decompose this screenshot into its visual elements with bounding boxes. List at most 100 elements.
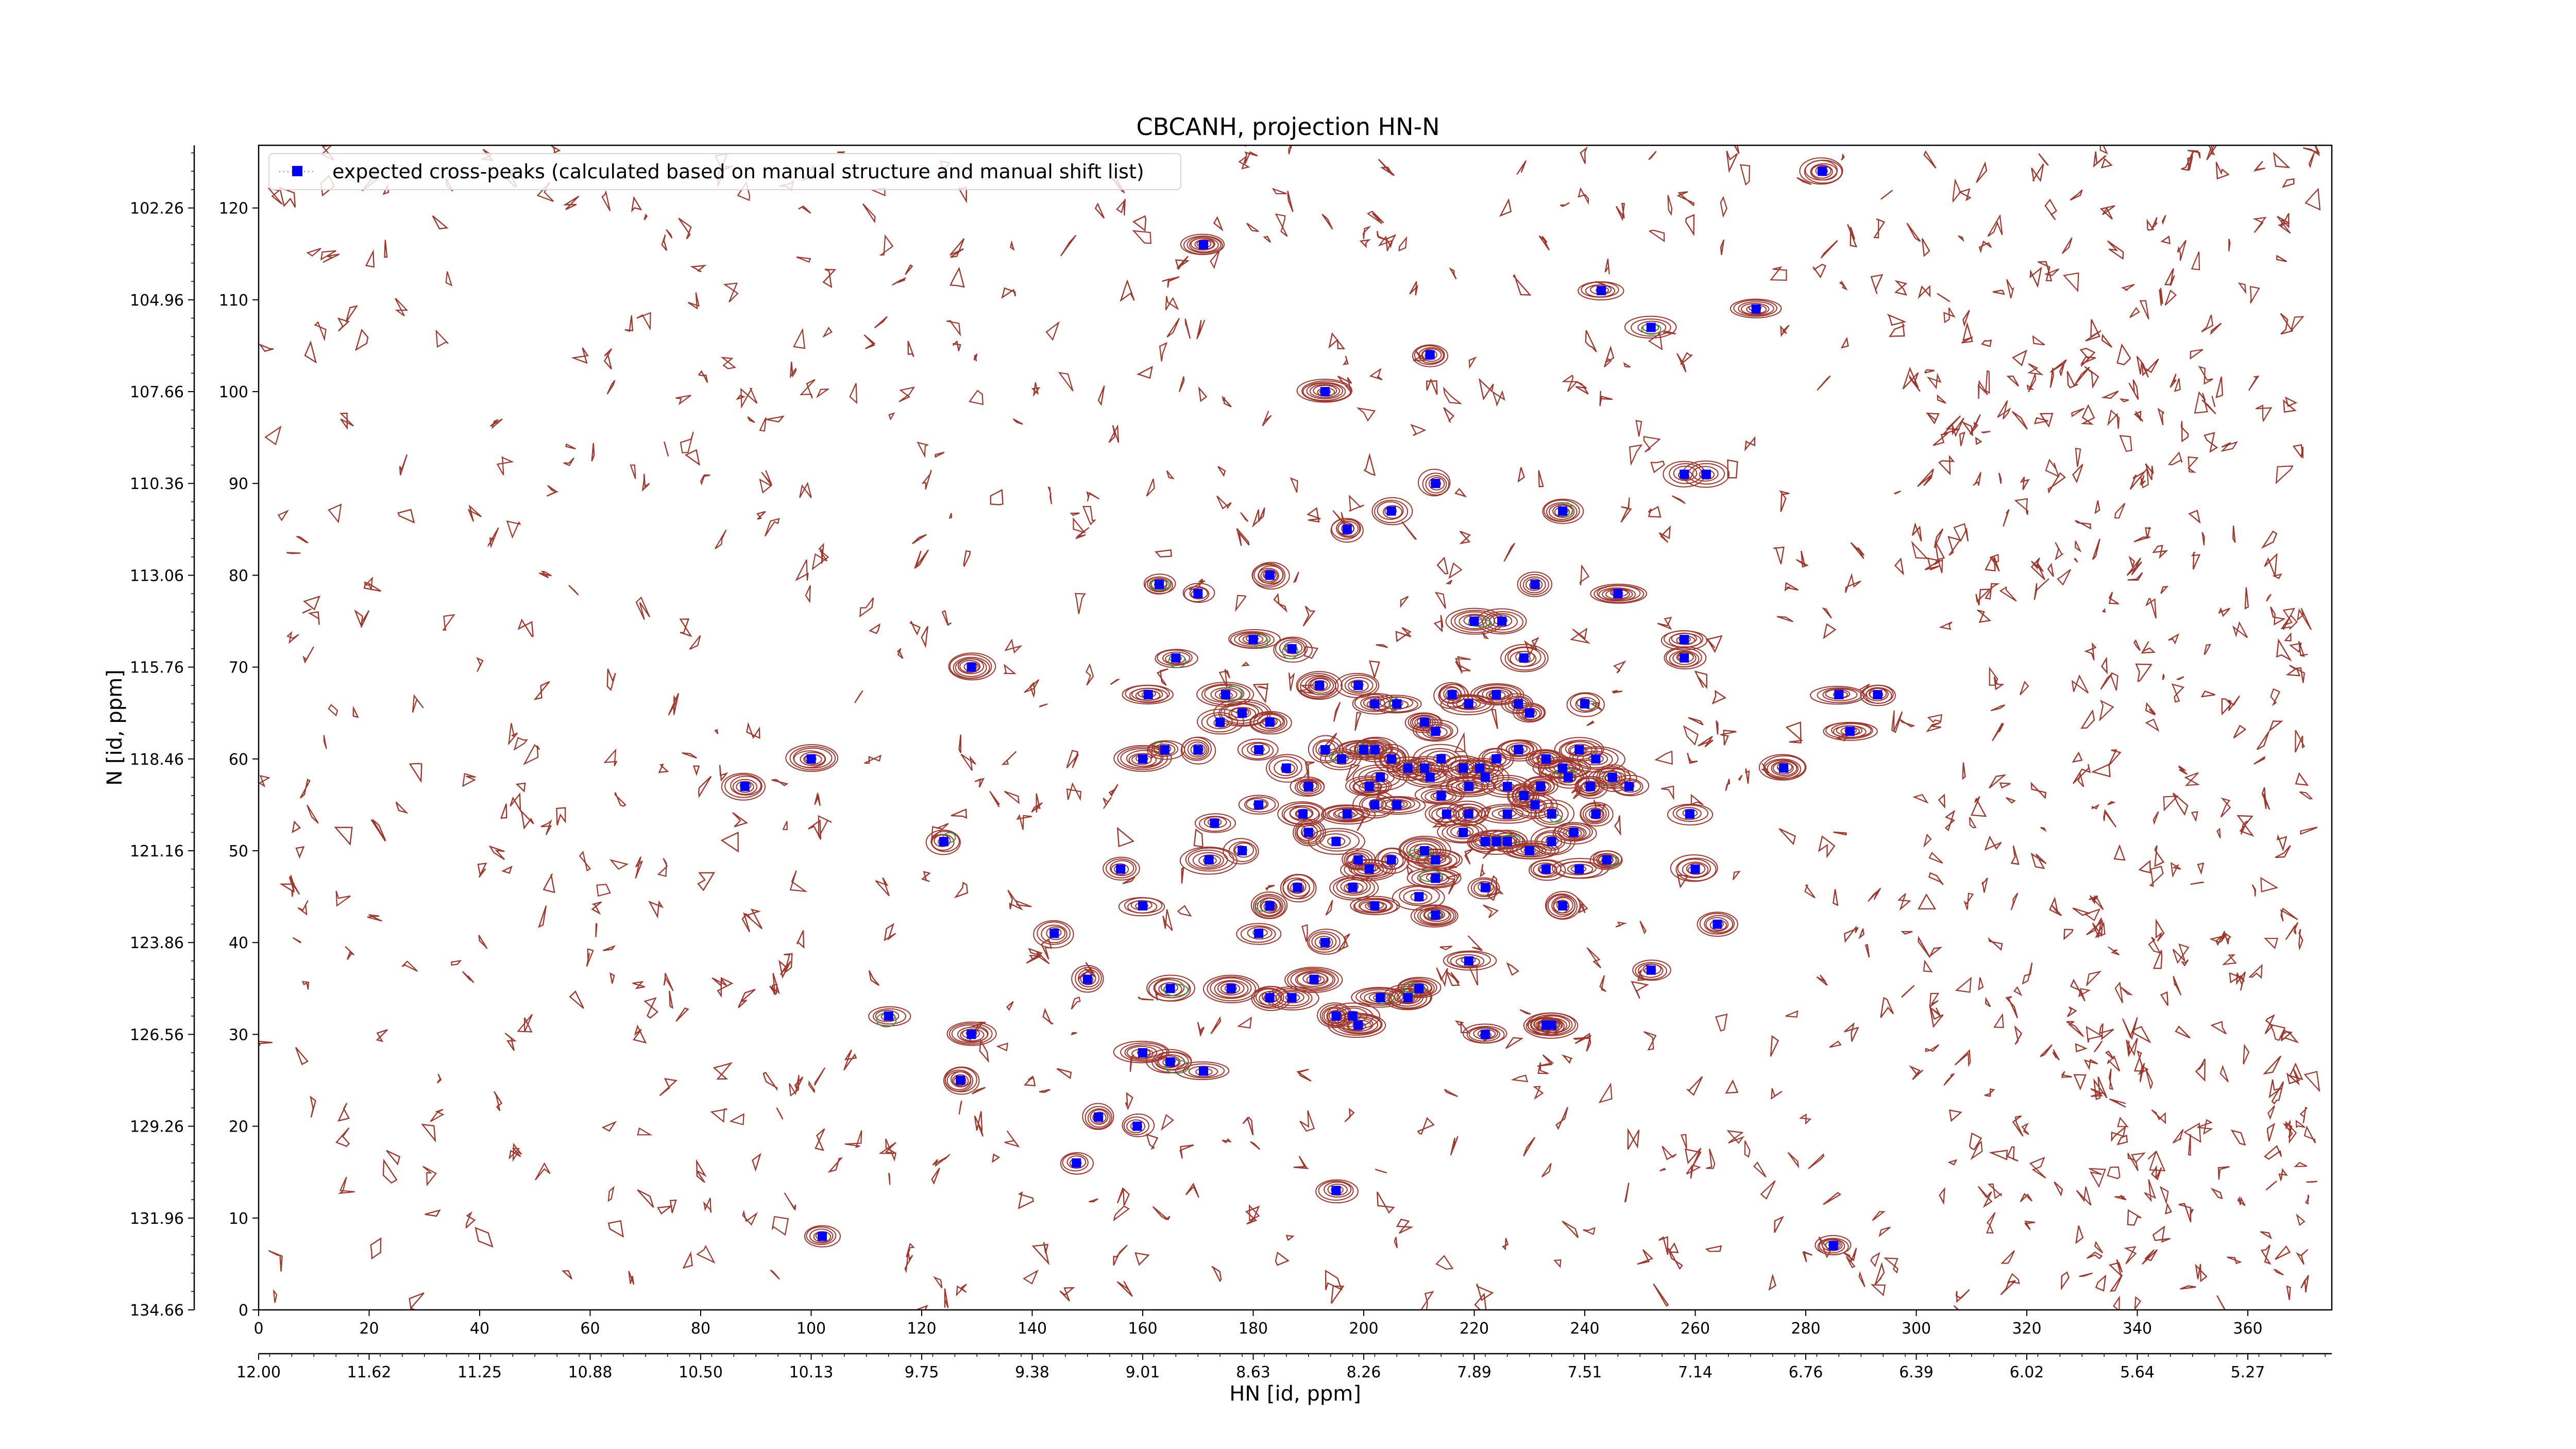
noise-contour [1845,1256,1856,1269]
noise-contour [1912,522,1922,542]
peak-contour [1454,611,1496,631]
peak-contour [1506,842,1556,860]
noise-contour [586,948,594,967]
cross-peak-marker [1420,717,1429,727]
noise-contour [2029,266,2042,288]
noise-contour [2195,1263,2208,1283]
noise-contour [2232,526,2236,543]
noise-contour [1252,683,1268,704]
cross-peak-marker [1414,984,1424,993]
peak-contour [1817,687,1862,703]
noise-contour [279,187,296,208]
noise-contour [1449,267,1457,279]
noise-contour [1435,1255,1454,1270]
x-index-tick-label: 260 [1681,1320,1710,1338]
noise-contour [1467,935,1483,951]
noise-contour [1401,521,1417,541]
noise-contour [682,752,697,759]
noise-contour [1658,525,1671,543]
noise-contour [972,1087,986,1094]
noise-contour [1918,936,1931,958]
noise-contour [615,792,626,807]
cross-peak-marker [1624,782,1634,791]
noise-contour [1325,900,1333,916]
y-axis-ppm: 134.66131.96129.26126.56123.86121.16118.… [130,145,195,1320]
noise-contour [808,819,821,840]
noise-contour [1162,909,1173,931]
noise-contour [2119,435,2132,452]
noise-contour [642,474,650,492]
noise-contour [2044,268,2059,276]
noise-contour [1177,905,1192,917]
noise-contour [2200,690,2215,698]
noise-contour [1599,391,1613,407]
noise-contour [1006,1001,1014,1011]
peak-contour [1071,965,1104,993]
peak-contour [1758,754,1807,781]
peak-contour [1822,688,1858,701]
noise-contour [1446,971,1460,986]
noise-contour [607,1220,624,1238]
noise-contour [2072,751,2083,763]
noise-contour [1953,523,1969,543]
cross-peak-marker [1403,763,1413,773]
cross-peak-marker [1370,800,1380,810]
noise-contour [2264,938,2279,950]
noise-contour [2298,929,2303,951]
noise-contour [978,1124,984,1137]
noise-contour [1711,690,1727,704]
peak-contour [1111,863,1129,875]
peak-contour [1308,931,1341,953]
x-ppm-tick-label: 9.01 [1126,1363,1160,1381]
noise-contour [2197,862,2205,875]
peak-contour [1482,611,1523,633]
noise-contour [1345,764,1361,782]
noise-contour [2139,300,2149,319]
noise-contour [2142,1249,2158,1265]
noise-contour [1977,609,1992,623]
noise-contour [1406,864,1413,875]
noise-contour [1058,372,1074,392]
noise-contour [2014,498,2029,515]
noise-contour [771,779,789,786]
peak-contour [1156,1054,1185,1070]
noise-contour [2275,1245,2291,1260]
noise-contour [376,1029,388,1042]
noise-contour [337,317,350,332]
noise-contour [2227,695,2240,711]
noise-contour [1132,230,1151,244]
noise-contour [1928,852,1943,864]
noise-contour [1816,974,1828,986]
noise-contour [1307,507,1321,523]
peak-contour [1201,712,1239,733]
peak-contour [1699,913,1735,935]
noise-contour [1321,213,1333,230]
peak-contour [1424,909,1445,920]
noise-contour [607,1186,615,1202]
x-index-tick-label: 140 [1018,1320,1047,1338]
noise-contour [1246,223,1259,232]
cross-peak-marker [1828,1241,1838,1251]
noise-contour [2251,884,2256,897]
noise-contour [1235,595,1247,612]
noise-contour [1771,1088,1783,1100]
noise-contour [2220,797,2231,818]
noise-contour [879,234,894,256]
peak-contour [1566,692,1605,717]
noise-contour [1858,928,1865,939]
cross-peak-marker [1414,892,1424,902]
cross-peak-marker [1591,809,1601,819]
peak-contour [1155,1052,1189,1071]
noise-contour [2160,586,2168,594]
noise-contour [1643,436,1661,453]
noise-contour [2252,216,2267,233]
noise-contour [1818,835,1836,858]
noise-contour [1004,1131,1020,1148]
noise-contour [2261,530,2278,549]
noise-contour [643,213,648,221]
peak-contour [1473,1027,1498,1040]
peak-contour [1635,962,1667,980]
noise-contour [1612,689,1623,694]
peak-contour [806,1226,837,1245]
noise-contour [1122,876,1136,884]
